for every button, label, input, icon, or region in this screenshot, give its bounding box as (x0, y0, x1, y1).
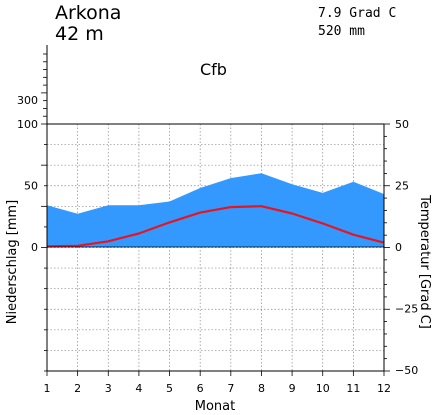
x-tick-label: 3 (105, 382, 112, 395)
x-tick-label: 10 (316, 382, 330, 395)
climate-class: Cfb (200, 60, 227, 79)
chart-grid (47, 124, 384, 371)
chart-marks (46, 173, 385, 248)
x-tick-label: 2 (74, 382, 81, 395)
x-tick-label: 8 (258, 382, 265, 395)
left-tick-label: 300 (17, 94, 38, 107)
right-tick-label: −50 (395, 364, 418, 377)
x-tick-label: 5 (166, 382, 173, 395)
left-tick-label: 0 (31, 241, 38, 254)
mean-temperature: 7.9 Grad C (318, 6, 396, 21)
y-axis-left-label: Niederschlag [mm] (5, 200, 20, 325)
x-tick-label: 4 (135, 382, 142, 395)
x-tick-label: 9 (289, 382, 296, 395)
station-elevation: 42 m (55, 23, 104, 45)
x-tick-label: 1 (44, 382, 51, 395)
right-tick-label: 50 (395, 118, 409, 131)
left-tick-label: 50 (24, 180, 38, 193)
x-tick-label: 11 (346, 382, 360, 395)
temperature-line (46, 205, 385, 248)
right-tick-label: 25 (395, 180, 409, 193)
x-tick-label: 6 (197, 382, 204, 395)
x-tick-label: 12 (377, 382, 391, 395)
annual-precipitation: 520 mm (318, 24, 365, 39)
chart-axes (41, 45, 390, 376)
right-tick-label: 0 (395, 241, 402, 254)
x-tick-label: 7 (227, 382, 234, 395)
y-axis-right-label: Temperatur [Grad C] (417, 194, 432, 329)
left-tick-label: 100 (17, 118, 38, 131)
station-name: Arkona (55, 2, 121, 24)
right-tick-label: −25 (395, 303, 418, 316)
x-axis-label: Monat (195, 399, 235, 414)
